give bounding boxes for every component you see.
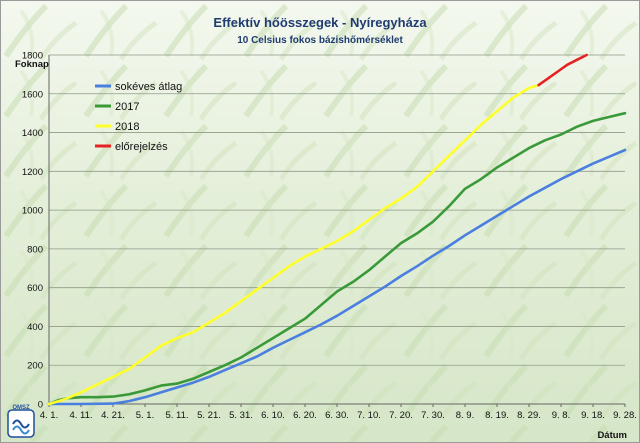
series-line [47, 111, 627, 406]
x-tick-label: 7. 10. [357, 410, 381, 421]
chart-subtitle: 10 Celsius fokos bázishőmérséklet [237, 35, 403, 46]
series-line [537, 53, 588, 87]
y-tick-label: 1000 [22, 206, 43, 217]
x-tick-label: 4. 1. [40, 410, 59, 421]
legend-label: sokéves átlag [115, 81, 182, 93]
x-tick-label: 5. 31. [229, 410, 253, 421]
y-tick-label: 1800 [22, 51, 43, 62]
logo-text: OMSZ [12, 405, 30, 411]
y-ticks: 0 200 400 600 800 1000 1200 1400 1600 1800 [22, 51, 43, 411]
y-axis-label: Foknap [15, 59, 49, 70]
x-tick-label: 9. 18. [581, 410, 605, 421]
legend-label: 2017 [115, 101, 139, 113]
x-tick-label: 8. 9. [456, 410, 475, 421]
x-tick-label: 8. 29. [517, 410, 541, 421]
x-tick-label: 6. 10. [261, 410, 285, 421]
x-tick-label: 5. 1. [136, 410, 155, 421]
y-tick-label: 400 [27, 322, 43, 333]
chart-title: Effektív hőösszegek - Nyíregyháza [213, 15, 427, 30]
x-tick-label: 6. 30. [325, 410, 349, 421]
legend-label: előrejelzés [115, 141, 168, 153]
x-tick-label: 9. 28. [613, 410, 637, 421]
series-line [47, 83, 540, 406]
series-group [47, 53, 627, 406]
y-tick-label: 1600 [22, 89, 43, 100]
x-axis-label: Dátum [597, 430, 627, 441]
x-tick-label: 8. 19. [485, 410, 509, 421]
y-tick-label: 1400 [22, 128, 43, 139]
x-tick-label: 7. 20. [389, 410, 413, 421]
y-tick-label: 800 [27, 244, 43, 255]
legend: sokéves átlag 2017 2018 előrejelzés [95, 81, 182, 153]
x-tick-label: 6. 20. [293, 410, 317, 421]
series-line [47, 148, 627, 406]
x-ticks: 4. 1. 4. 11. 4. 21. 5. 1. 5. 11. 5. 21. 5. 31.… [40, 404, 637, 421]
x-tick-label: 9. 8. [552, 410, 571, 421]
x-tick-label: 4. 11. [69, 410, 92, 421]
omsz-logo [7, 409, 35, 438]
y-tick-label: 0 [38, 400, 43, 411]
y-tick-label: 600 [27, 283, 43, 294]
x-tick-label: 5. 11. [165, 410, 188, 421]
x-tick-label: 5. 21. [197, 410, 221, 421]
y-tick-label: 1200 [22, 167, 43, 178]
legend-label: 2018 [115, 121, 139, 133]
x-tick-label: 4. 21. [101, 410, 125, 421]
y-tick-label: 200 [27, 361, 43, 372]
x-tick-label: 7. 30. [421, 410, 445, 421]
